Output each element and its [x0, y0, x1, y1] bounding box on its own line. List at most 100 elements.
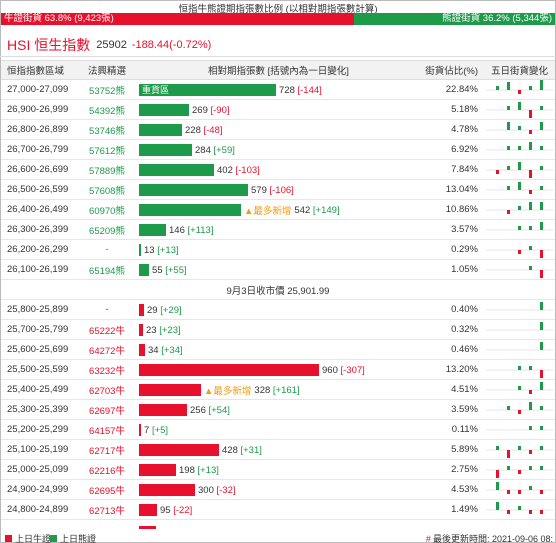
contracts-bar-wrap: 13 [+13] — [139, 244, 179, 256]
range-cell: 25,200-25,299 — [7, 424, 69, 435]
footer: 上日牛證 上日熊證 # 最後更新時間: 2021-09-06 08: — [0, 530, 556, 543]
bull-ratio-segment: 牛證街貨 63.8% (9,423張) — [1, 13, 355, 25]
table-row[interactable]: 25,500-25,599 63232牛 960 [-307] 13.20% — [1, 360, 555, 380]
table-row[interactable]: 26,700-26,799 57612熊 284 [+59] 6.92% — [1, 140, 555, 160]
warrant-code-link[interactable]: 64157牛 — [89, 425, 125, 437]
warrant-code-link[interactable]: 57889熊 — [89, 165, 125, 177]
pct-cell: 0.11% — [451, 424, 478, 435]
contracts-label: 7 [+5] — [144, 425, 168, 436]
contracts-change: [-90] — [210, 104, 230, 116]
table-row[interactable]: 26,200-26,299 - 13 [+13] 0.29% — [1, 240, 555, 260]
warrant-code-link[interactable]: 57612熊 — [89, 145, 125, 157]
contracts-value: 542 — [294, 204, 313, 216]
warrant-code-link[interactable]: 53752熊 — [89, 85, 125, 97]
sparkline-svg — [486, 482, 553, 494]
five-day-sparkline — [484, 240, 555, 259]
contracts-cell: 重貨區 728 [-144] — [139, 80, 418, 99]
sparkline-bar — [529, 202, 532, 210]
warrant-code-link[interactable]: 54392熊 — [89, 105, 125, 117]
warrant-code-link[interactable]: 62703牛 — [89, 385, 125, 397]
warrant-code-link[interactable]: 62695牛 — [89, 485, 125, 497]
hsi-title: HSI 恒生指數 — [7, 36, 91, 53]
sparkline-bar — [507, 450, 510, 458]
contracts-value: 23 — [146, 324, 160, 336]
table-row[interactable]: 26,600-26,699 57889熊 402 [-103] 7.84% — [1, 160, 555, 180]
warrant-code-link[interactable]: 62713牛 — [89, 505, 125, 517]
table-row[interactable]: 26,400-26,499 60970熊 ▲最多新增 542 [+149] 10.86% — [1, 200, 555, 220]
contracts-bar-wrap: 428 [+31] — [139, 444, 262, 456]
sparkline-bar — [518, 446, 521, 450]
contracts-bar — [139, 304, 144, 316]
contracts-bar-wrap: 960 [-307] — [139, 364, 365, 376]
table-row[interactable]: 25,700-25,799 65222牛 23 [+23] 0.32% — [1, 320, 555, 340]
warrant-code-link[interactable]: 65222牛 — [89, 325, 125, 337]
warrant-code-link[interactable]: 62216牛 — [89, 465, 125, 477]
contracts-bar — [139, 484, 195, 496]
range-cell: 25,000-25,099 — [7, 464, 69, 475]
table-row[interactable]: 26,100-26,199 65194熊 55 [+55] 1.05% — [1, 260, 555, 280]
warrant-code-link[interactable]: 62717牛 — [89, 445, 125, 457]
contracts-value: 13 — [144, 244, 158, 256]
sparkline-bar — [518, 182, 521, 190]
contracts-cell: 29 [+29] — [139, 300, 418, 319]
warrant-code-link[interactable]: 64272牛 — [89, 345, 125, 357]
contracts-cell: 269 [-90] — [139, 100, 418, 119]
header-code: 法興精選 — [87, 66, 126, 77]
sparkline-bar — [496, 502, 499, 510]
sparkline-bar — [540, 446, 543, 450]
table-row[interactable]: 27,000-27,099 53752熊 重貨區 728 [-144] 22.84% — [1, 80, 555, 100]
table-row[interactable]: 26,800-26,899 53746熊 228 [-48] 4.78% — [1, 120, 555, 140]
contracts-label: 542 [+149] — [294, 205, 339, 216]
legend-bear-label: 上日熊證 — [60, 534, 97, 543]
table-row[interactable]: 26,900-26,999 54392熊 269 [-90] 5.18% — [1, 100, 555, 120]
warrant-code-link[interactable]: 63232牛 — [89, 365, 125, 377]
warrant-code-link[interactable]: 53746熊 — [89, 125, 125, 137]
hsi-value: 25902 — [96, 38, 127, 51]
five-day-sparkline — [484, 220, 555, 239]
range-cell: 27,000-27,099 — [7, 84, 69, 95]
contracts-label: 402 [-103] — [217, 165, 260, 176]
table-row[interactable]: 25,200-25,299 64157牛 7 [+5] 0.11% — [1, 420, 555, 440]
warrant-code-link[interactable]: - — [105, 304, 109, 315]
table-row[interactable]: 25,400-25,499 62703牛 ▲最多新增 328 [+161] 4.51% — [1, 380, 555, 400]
legend-bull-swatch — [5, 535, 12, 542]
pct-cell: 1.49% — [451, 504, 478, 515]
table-row[interactable]: 24,800-24,899 62713牛 95 [-22] 1.49% — [1, 500, 555, 520]
contracts-change: [+13] — [197, 464, 219, 476]
header-contracts: 相對期指張數 [括號內為一日變化] — [208, 66, 349, 77]
contracts-cell: 95 [-22] — [139, 500, 418, 519]
range-cell: 25,600-25,699 — [7, 344, 69, 355]
warrant-code-link[interactable]: 62697牛 — [89, 405, 125, 417]
sparkline-bar — [507, 490, 510, 494]
pct-cell: 0.29% — [451, 244, 478, 255]
warrant-code-link[interactable]: - — [105, 244, 109, 255]
sparkline-svg — [486, 266, 553, 278]
contracts-value: 7 — [144, 424, 152, 436]
table-row[interactable]: 25,000-25,099 62216牛 198 [+13] 2.75% — [1, 460, 555, 480]
sparkline-bar — [540, 510, 543, 514]
pct-cell: 3.57% — [451, 224, 478, 235]
warrant-code-link[interactable]: 60970熊 — [89, 205, 125, 217]
contracts-value: 328 — [254, 384, 273, 396]
sparkline-bar — [507, 146, 510, 150]
sparkline-svg — [486, 246, 553, 258]
contracts-label: 55 [+55] — [152, 265, 187, 276]
range-cell: 25,700-25,799 — [7, 324, 69, 335]
warrant-code-link[interactable]: 65209熊 — [89, 225, 125, 237]
table-row[interactable]: 25,300-25,399 62697牛 256 [+54] 3.59% — [1, 400, 555, 420]
table-row[interactable]: 24,900-24,999 62695牛 300 [-32] 4.53% — [1, 480, 555, 500]
most-added-tag: ▲最多新增 — [244, 206, 292, 217]
table-row[interactable]: 26,500-26,599 57608熊 579 [-106] 13.04% — [1, 180, 555, 200]
table-row[interactable]: 25,600-25,699 64272牛 34 [+34] 0.46% — [1, 340, 555, 360]
table-row[interactable]: 25,800-25,899 - 29 [+29] 0.40% — [1, 300, 555, 320]
pct-cell: 22.84% — [445, 84, 478, 95]
table-row[interactable]: 25,100-25,199 62717牛 428 [+31] 5.89% — [1, 440, 555, 460]
table-row[interactable]: 26,300-26,399 65209熊 146 [+113] 3.57% — [1, 220, 555, 240]
warrant-code-link[interactable]: 57608熊 — [89, 185, 125, 197]
legend-bull: 上日牛證 — [5, 532, 51, 543]
warrant-code-link[interactable]: 65194熊 — [89, 265, 125, 277]
partial-bar — [139, 526, 156, 529]
contracts-value: 29 — [147, 304, 161, 316]
ratio-title: 恒指牛熊證期指張數比例 (以相對期指張數計算) — [178, 4, 378, 15]
contracts-bar — [139, 324, 143, 336]
